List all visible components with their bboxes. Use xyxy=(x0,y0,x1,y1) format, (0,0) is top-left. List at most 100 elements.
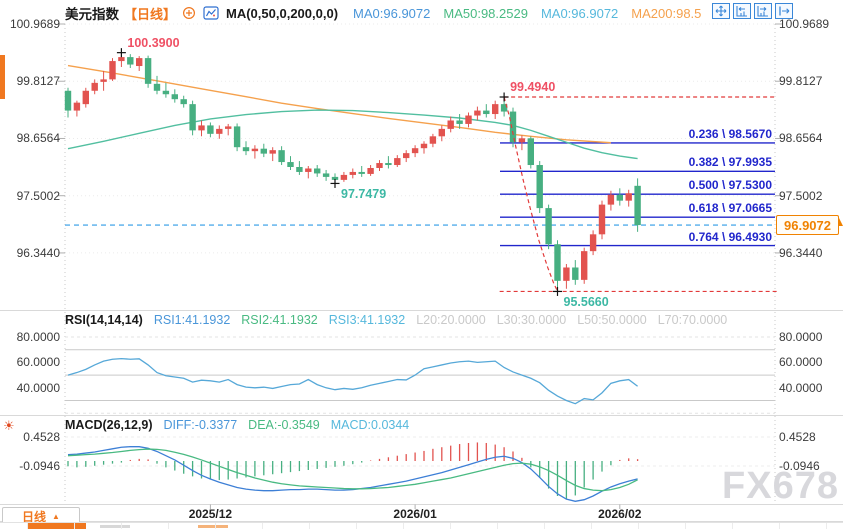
candle-body xyxy=(572,267,579,280)
candle-body xyxy=(598,204,606,235)
tab-stub-cell[interactable] xyxy=(591,523,638,529)
tab-stub-cell[interactable] xyxy=(121,523,168,529)
tab-stub-cell[interactable] xyxy=(74,523,121,529)
candle-body xyxy=(554,244,561,281)
candle-body xyxy=(189,104,196,131)
price-axis-label-left: 98.6564 xyxy=(16,131,60,146)
tab-stub-cell[interactable] xyxy=(685,523,732,529)
tab-stub-cell[interactable] xyxy=(215,523,262,529)
rsi-axis-label-left: 40.0000 xyxy=(16,380,60,395)
period-selector-button[interactable]: 日线 ▲ xyxy=(2,507,80,525)
tab-stub-cell[interactable] xyxy=(497,523,544,529)
candle-body xyxy=(216,128,223,134)
candle-body xyxy=(607,194,615,205)
candle-body xyxy=(225,126,232,129)
candle-body xyxy=(171,94,178,100)
tab-stub[interactable] xyxy=(100,525,130,528)
candle-body xyxy=(527,138,534,166)
candle-body xyxy=(411,148,419,154)
candle-body xyxy=(118,57,125,62)
rsi-axis-label-right: 60.0000 xyxy=(779,355,823,370)
macd-hist-value: MACD:0.0344 xyxy=(330,418,410,432)
date-axis-label: 2025/12 xyxy=(188,507,233,521)
rsi-l50-label: L50:50.0000 xyxy=(577,313,647,327)
candle-body xyxy=(100,79,107,82)
price-axis-label-right: 99.8127 xyxy=(779,74,823,89)
candle-body xyxy=(367,167,374,174)
tab-stub-cell[interactable] xyxy=(544,523,591,529)
shift-right-icon[interactable] xyxy=(775,3,793,19)
tab-stub-cell[interactable] xyxy=(732,523,779,529)
chevron-up-icon: ▲ xyxy=(52,511,60,521)
fib-level-label: 0.382 \ 97.9935 xyxy=(688,155,772,170)
candle-body xyxy=(162,90,170,95)
swing-high-label: 99.4940 xyxy=(510,80,556,94)
ma0-value-2: MA0:96.9072 xyxy=(540,5,619,21)
candle-body xyxy=(153,83,161,91)
macd-dea-value: DEA:-0.3549 xyxy=(248,418,320,432)
tab-stub-cell[interactable] xyxy=(168,523,215,529)
tab-stub-cell[interactable] xyxy=(450,523,497,529)
rsi-l30-label: L30:30.0000 xyxy=(496,313,567,327)
date-axis-label: 2026/02 xyxy=(598,507,642,521)
rsi-axis-label-right: 40.0000 xyxy=(779,380,823,395)
candle-body xyxy=(127,57,134,65)
tab-stub-cell[interactable] xyxy=(27,523,74,529)
swing-high-label: 100.3900 xyxy=(127,35,180,50)
candle-body xyxy=(447,120,454,129)
candle-body xyxy=(358,171,365,174)
candle-body xyxy=(376,163,383,168)
ma50-value: MA50:98.2529 xyxy=(443,5,528,21)
add-indicator-icon[interactable] xyxy=(182,6,196,20)
candle-body xyxy=(563,267,570,281)
settings-sun-icon[interactable]: ☀ xyxy=(3,418,15,433)
candle-body xyxy=(109,61,116,80)
candle-body xyxy=(492,104,499,115)
candle-body xyxy=(136,58,143,67)
instrument-title: 美元指数 xyxy=(65,7,119,22)
macd-diff-value: DIFF:-0.3377 xyxy=(163,418,238,432)
candle-body xyxy=(207,125,214,134)
tab-stub-cell[interactable] xyxy=(779,523,826,529)
candle-body xyxy=(287,162,294,168)
scale-right-icon[interactable] xyxy=(754,3,772,19)
macd-dea-line xyxy=(67,448,638,492)
tab-stub-cell[interactable] xyxy=(356,523,403,529)
price-axis-label-left: 96.3440 xyxy=(16,245,60,260)
candle-body xyxy=(296,167,303,172)
price-axis-label-right: 100.9689 xyxy=(779,17,830,31)
chart-type-icon[interactable] xyxy=(203,6,219,20)
tab-stub-cell[interactable] xyxy=(403,523,450,529)
tab-stub-cell[interactable] xyxy=(638,523,685,529)
crosshair-move-icon[interactable] xyxy=(712,3,730,19)
ma-settings-label: MA(0,50,0,200,0,0) xyxy=(226,5,339,21)
rsi2-value: RSI2:41.1932 xyxy=(241,313,318,327)
trend-dashed-line xyxy=(503,96,559,292)
macd-axis-label-left: 0.4528 xyxy=(23,430,60,444)
tab-stub[interactable] xyxy=(198,525,228,528)
swing-low-label: 97.7479 xyxy=(341,187,387,202)
tab-stub-cell[interactable] xyxy=(262,523,309,529)
scale-left-icon[interactable] xyxy=(733,3,751,19)
candle-body xyxy=(305,168,312,172)
candle-body xyxy=(518,138,526,143)
candle-body xyxy=(251,148,259,152)
candle-body xyxy=(536,165,543,209)
tab-stub-cell[interactable] xyxy=(826,523,843,529)
current-price-badge: 96.9072 xyxy=(776,215,839,235)
rsi-line xyxy=(67,357,638,405)
candle-body xyxy=(91,82,98,91)
ma200-line xyxy=(67,64,611,144)
macd-legend: MACD(26,12,9) DIFF:-0.3377 DEA:-0.3549 M… xyxy=(65,418,409,432)
tab-stub-cell[interactable] xyxy=(309,523,356,529)
candle-body xyxy=(144,58,152,84)
price-axis-label-left: 99.8127 xyxy=(16,74,60,89)
side-highlight-bar xyxy=(0,55,5,99)
candle-body xyxy=(456,120,463,124)
fib-level-label: 0.618 \ 97.0665 xyxy=(688,201,772,216)
candle-body xyxy=(64,90,72,111)
active-tab-highlight[interactable] xyxy=(28,523,86,529)
macd-axis-label-right: 0.4528 xyxy=(779,430,816,444)
ma0-value: MA0:96.9072 xyxy=(353,5,431,21)
